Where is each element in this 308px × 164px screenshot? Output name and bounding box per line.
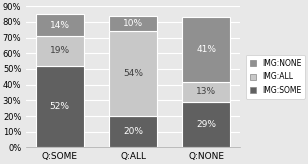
Bar (182, 17, 230, 82)
Text: 14%: 14% (50, 21, 70, 30)
Legend: IMG:NONE, IMG:ALL, IMG:SOME: IMG:NONE, IMG:ALL, IMG:SOME (246, 55, 305, 99)
Text: 10%: 10% (123, 19, 143, 28)
Text: 20%: 20% (123, 127, 143, 136)
Text: 41%: 41% (196, 45, 216, 54)
Bar (36, 66, 83, 147)
Text: 29%: 29% (196, 120, 216, 129)
Bar (109, 16, 157, 31)
Bar (182, 82, 230, 102)
Bar (109, 31, 157, 116)
Bar (36, 36, 83, 66)
Text: 52%: 52% (50, 102, 70, 111)
Bar (109, 116, 157, 147)
Text: 54%: 54% (123, 69, 143, 78)
Bar (182, 102, 230, 147)
Text: 19%: 19% (50, 46, 70, 55)
Bar (36, 14, 83, 36)
Text: 13%: 13% (196, 87, 216, 96)
